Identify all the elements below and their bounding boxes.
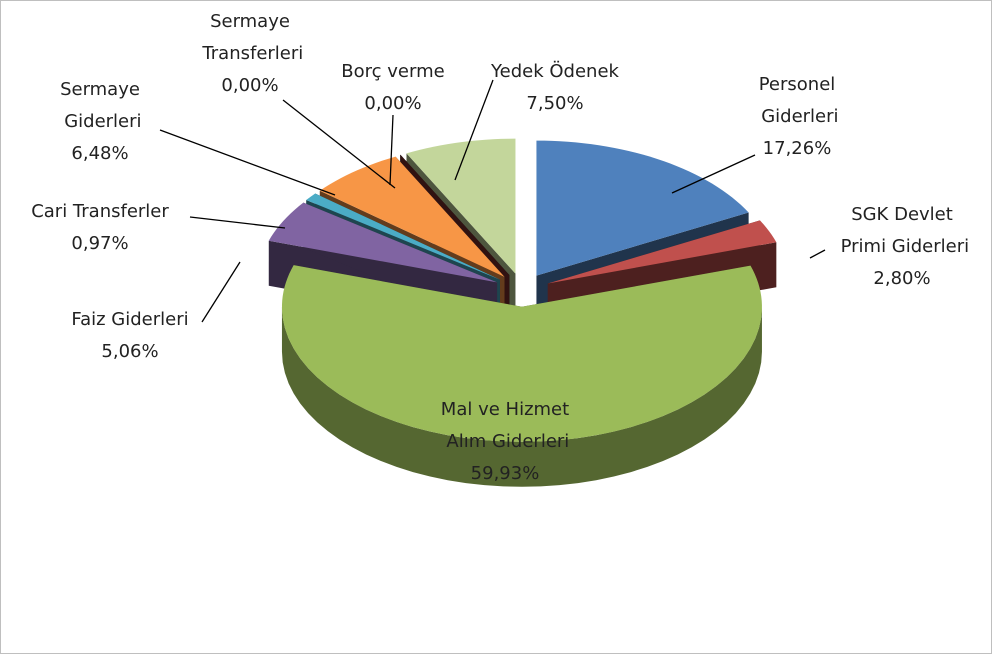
value-label: 0,00% [221, 75, 278, 96]
leader-line [809, 249, 826, 259]
value-label: 7,50% [526, 93, 583, 114]
leader-line [159, 129, 336, 196]
pie [268, 138, 777, 487]
leader-line [671, 154, 756, 194]
value-label: 17,26% [763, 138, 832, 159]
value-label: 6,48% [71, 143, 128, 164]
category-label: Borç verme [341, 61, 444, 82]
slice-top [536, 140, 749, 276]
category-label: SGK Devlet Primi Giderleri [835, 204, 969, 257]
leader-line [454, 79, 494, 181]
leader-line [189, 216, 286, 229]
value-label: 0,97% [71, 233, 128, 254]
leader-line [201, 261, 241, 323]
leader-line [282, 99, 396, 189]
category-label: Cari Transferler [31, 201, 169, 222]
slice-top [406, 138, 516, 274]
pie-slice [281, 265, 762, 487]
value-label: 0,00% [364, 93, 421, 114]
category-label: Sermaye Giderleri [58, 79, 141, 132]
category-label: Mal ve Hizmet Alım Giderleri [441, 399, 570, 452]
leader-line [389, 114, 394, 186]
slice-side [281, 306, 762, 487]
category-label: Sermaye Transferleri [197, 11, 304, 64]
slice-top [547, 220, 777, 284]
value-label: 2,80% [873, 268, 930, 289]
labels: Personel Giderleri 17,26% SGK Devlet Primi… [31, 11, 969, 484]
category-label: Yedek Ödenek [490, 60, 619, 82]
value-label: 59,93% [471, 463, 540, 484]
slice-top [319, 156, 505, 277]
slice-top [281, 265, 762, 442]
category-label: Personel Giderleri [755, 74, 838, 127]
value-label: 5,06% [101, 341, 158, 362]
slice-top [306, 193, 500, 280]
slice-top [268, 202, 498, 283]
category-label: Faiz Giderleri [71, 309, 188, 330]
